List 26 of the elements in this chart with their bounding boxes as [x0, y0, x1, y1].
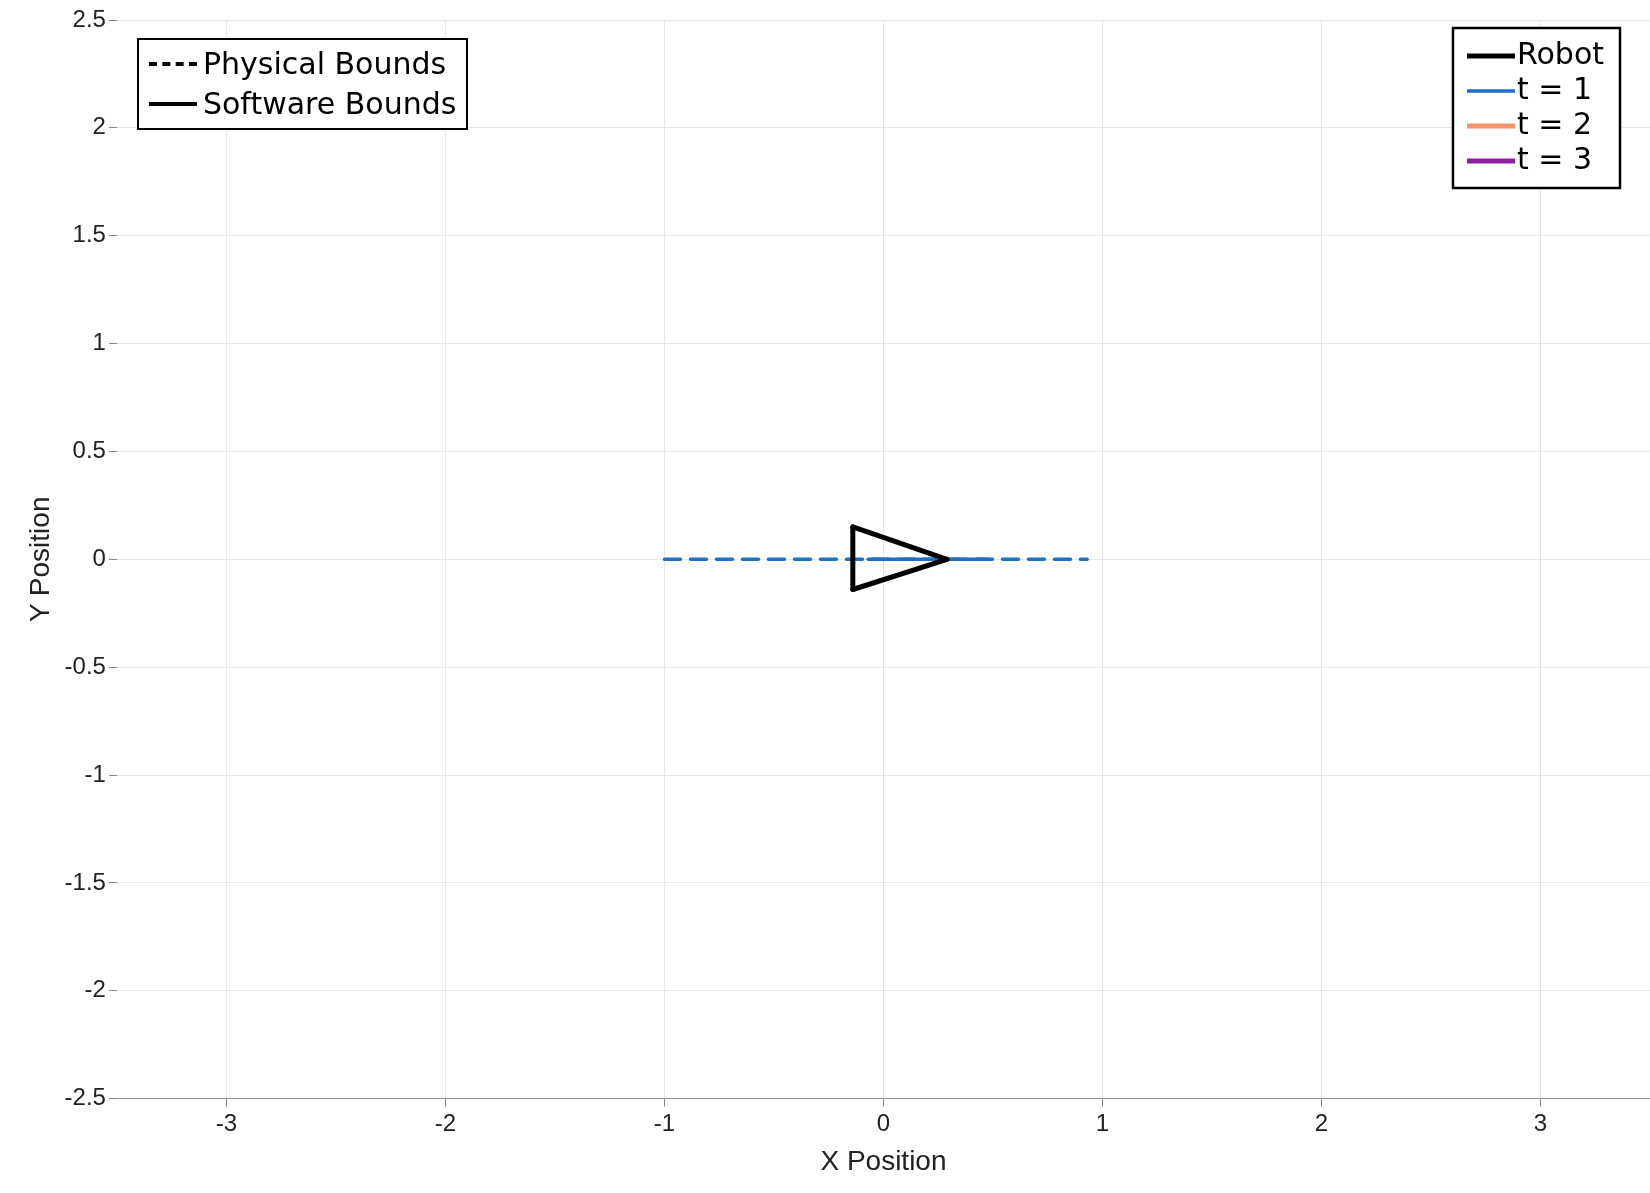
- y-axis-title: Y Position: [23, 496, 55, 623]
- legend-label: Robot: [1516, 35, 1605, 71]
- y-tick-label: 1.5: [72, 220, 106, 248]
- x-tick-label: 3: [1533, 1108, 1548, 1136]
- x-tick-label: 0: [876, 1108, 891, 1136]
- y-tick-label: 2: [92, 112, 106, 140]
- y-tick-label: -2.5: [64, 1083, 106, 1111]
- y-tick-label: 2.5: [72, 4, 106, 32]
- legend-label: t = 1: [1516, 70, 1593, 106]
- y-tick-label: -2: [84, 975, 106, 1003]
- x-tick-label: -1: [653, 1108, 676, 1136]
- legend-label: t = 3: [1516, 140, 1593, 176]
- x-tick-label: 2: [1314, 1108, 1329, 1136]
- y-tick-label: -1.5: [64, 867, 106, 895]
- legend-label: t = 2: [1516, 105, 1593, 141]
- x-tick-label: -2: [434, 1108, 457, 1136]
- y-tick-label: -0.5: [64, 651, 106, 679]
- x-tick-label: -3: [215, 1108, 238, 1136]
- annotation: Physical Bounds: [202, 45, 447, 83]
- y-tick-label: 0.5: [72, 436, 106, 464]
- x-axis-title: X Position: [820, 1144, 947, 1176]
- x-tick-label: 1: [1095, 1108, 1110, 1136]
- y-tick-label: -1: [84, 759, 106, 787]
- y-tick-label: 1: [92, 328, 106, 356]
- annotation: Software Bounds: [202, 85, 457, 123]
- y-tick-label: 0: [92, 543, 106, 571]
